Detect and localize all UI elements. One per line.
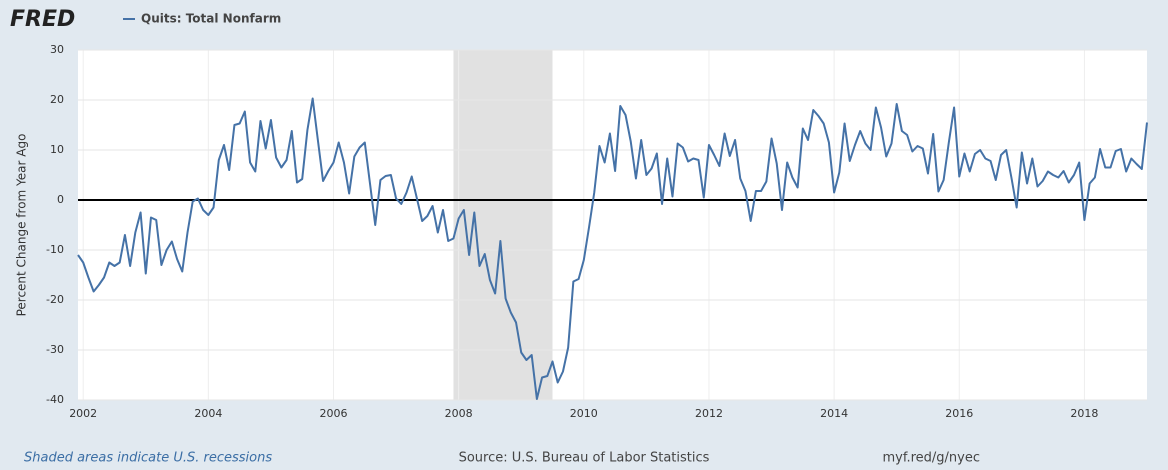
y-tick-label: -40 [46, 393, 64, 406]
x-tick-label: 2016 [945, 407, 973, 420]
legend-label: Quits: Total Nonfarm [141, 12, 281, 26]
y-axis-label: Percent Change from Year Ago [15, 134, 29, 317]
x-tick-label: 2014 [820, 407, 848, 420]
recession-shade [453, 50, 553, 400]
x-tick-label: 2002 [69, 407, 97, 420]
data-line [77, 97, 1148, 400]
y-tick-label: -10 [46, 243, 64, 256]
plot-area [78, 50, 1147, 400]
y-tick-label: 20 [50, 93, 64, 106]
x-tick-label: 2010 [570, 407, 598, 420]
short-link[interactable]: myf.red/g/nyec [882, 451, 980, 466]
x-tick-label: 2008 [445, 407, 473, 420]
y-tick-label: -20 [46, 293, 64, 306]
x-tick-label: 2004 [194, 407, 222, 420]
x-tick-label: 2006 [320, 407, 348, 420]
y-tick-label: 30 [50, 43, 64, 56]
x-tick-label: 2012 [695, 407, 723, 420]
y-tick-label: -30 [46, 343, 64, 356]
source: Source: U.S. Bureau of Labor Statistics [459, 451, 710, 466]
y-tick-label: 10 [50, 143, 64, 156]
y-tick-label: 0 [57, 193, 64, 206]
recession-note: Shaded areas indicate U.S. recessions [24, 451, 272, 466]
x-tick-label: 2018 [1070, 407, 1098, 420]
brand-logo[interactable]: FRED [10, 7, 75, 32]
